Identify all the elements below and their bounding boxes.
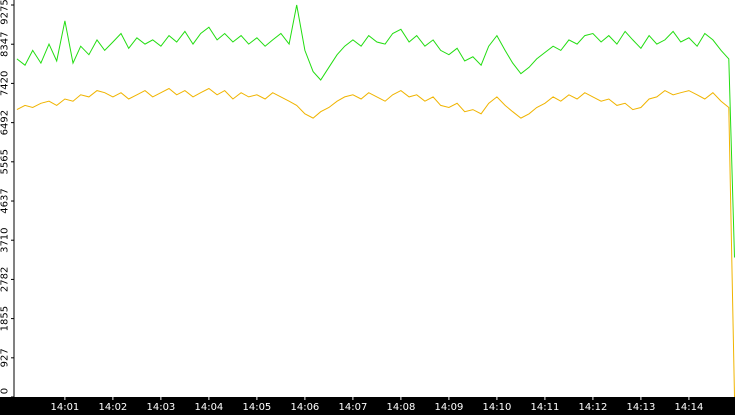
y-tick-label: 7420 bbox=[0, 71, 10, 96]
x-tick-label: 14:10 bbox=[482, 402, 511, 413]
series-line bbox=[16, 4, 735, 258]
x-axis-band bbox=[0, 397, 735, 415]
x-tick-label: 14:14 bbox=[675, 402, 704, 413]
x-tick-label: 14:09 bbox=[434, 402, 463, 413]
y-tick-label: 5565 bbox=[0, 149, 10, 174]
y-tick-label: 2782 bbox=[0, 267, 10, 292]
y-tick-label: 8347 bbox=[0, 31, 10, 56]
y-tick-label: 1855 bbox=[0, 306, 10, 331]
y-tick-label: 3710 bbox=[0, 227, 10, 252]
x-tick-label: 14:12 bbox=[578, 402, 607, 413]
x-tick-label: 14:06 bbox=[290, 402, 319, 413]
x-tick-label: 14:11 bbox=[530, 402, 559, 413]
y-tick-label: 4637 bbox=[0, 188, 10, 213]
series-line bbox=[16, 87, 735, 398]
x-tick-label: 14:03 bbox=[146, 402, 175, 413]
x-tick-label: 14:01 bbox=[50, 402, 79, 413]
x-tick-label: 14:08 bbox=[386, 402, 415, 413]
x-tick-label: 14:02 bbox=[98, 402, 127, 413]
x-tick-label: 14:04 bbox=[194, 402, 223, 413]
x-tick-label: 14:13 bbox=[627, 402, 656, 413]
y-tick-label: 0 bbox=[0, 388, 10, 394]
x-tick-label: 14:05 bbox=[242, 402, 271, 413]
x-tick-label: 14:07 bbox=[338, 402, 367, 413]
y-tick-label: 927 bbox=[0, 348, 10, 367]
y-tick-label: 9275 bbox=[0, 0, 10, 25]
y-tick-label: 6492 bbox=[0, 110, 10, 135]
